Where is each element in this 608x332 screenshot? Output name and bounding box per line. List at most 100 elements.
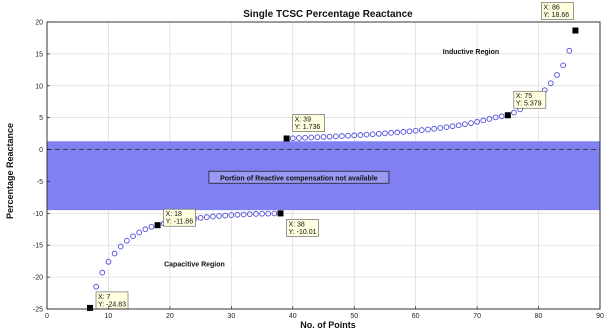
x-tick-label: 0	[45, 313, 49, 320]
x-tick-label: 40	[289, 313, 297, 320]
capacitive-point	[259, 210, 265, 217]
capacitive-point	[93, 283, 100, 290]
capacitive-point	[228, 212, 235, 218]
datatip-y-text: Y: 1.736	[295, 124, 321, 131]
inductive-point	[486, 116, 493, 122]
inductive-point	[296, 135, 302, 141]
datatip: X: 86Y: 18.66	[541, 2, 579, 34]
inductive-point	[388, 130, 394, 136]
datatip-x-text: X: 39	[295, 116, 311, 123]
inductive-point	[443, 124, 450, 131]
inductive-point	[357, 132, 364, 138]
y-tick-label: -15	[33, 243, 43, 250]
inductive-point	[560, 62, 566, 69]
inductive-point	[339, 133, 345, 139]
x-tick-label: 20	[166, 313, 174, 320]
datatip-marker	[504, 112, 511, 119]
capacitive-region-label: Capacitive Region	[164, 261, 225, 268]
capacitive-point	[240, 211, 247, 218]
x-tick-label: 50	[350, 313, 358, 320]
inductive-point	[289, 135, 296, 142]
datatip-box	[286, 219, 319, 237]
inductive-point	[511, 109, 517, 116]
datatip-x-text: X: 75	[516, 93, 532, 100]
datatip-box	[513, 90, 547, 109]
capacitive-point	[124, 237, 130, 244]
inductive-point	[425, 126, 431, 133]
datatip-y-text: Y: 5.379	[516, 101, 542, 108]
y-tick-label: -10	[33, 211, 43, 218]
inductive-point	[461, 121, 468, 128]
y-tick-label: -5	[37, 179, 43, 186]
inductive-point	[351, 132, 358, 139]
x-tick-label: 70	[473, 313, 481, 320]
inductive-point	[308, 134, 315, 141]
inductive-point	[375, 130, 382, 137]
capacitive-point	[203, 214, 210, 221]
y-tick-label: 5	[39, 115, 43, 122]
inductive-point	[394, 129, 401, 136]
x-tick-label: 90	[596, 313, 604, 320]
datatip-marker	[572, 27, 579, 34]
y-axis-label: Percentage Reactance	[5, 123, 15, 219]
y-tick-label: -25	[33, 307, 43, 314]
inductive-point	[363, 131, 370, 138]
capacitive-point	[222, 212, 229, 219]
capacitive-point	[197, 214, 204, 221]
x-axis-label: No. of Points	[300, 320, 356, 330]
y-tick-label: 15	[35, 51, 43, 58]
datatip-y-text: Y: 18.66	[543, 12, 569, 19]
inductive-point	[320, 134, 327, 140]
datatip-marker	[283, 135, 290, 142]
inductive-point	[369, 131, 376, 138]
datatip-x-text: X: 86	[543, 5, 559, 12]
datatip-box	[541, 2, 574, 20]
plot-frame	[46, 21, 601, 310]
inductive-point	[498, 113, 505, 120]
datatip-x-text: X: 7	[98, 294, 111, 301]
datatip-box	[292, 114, 325, 132]
capacitive-point	[130, 233, 136, 240]
band-label: Portion of Reactive compensation not ava…	[220, 175, 378, 182]
y-axis-ticks: -25 -20 -15 -10 -5 0 5 10 15 20	[33, 20, 50, 314]
band-label-box	[208, 170, 390, 184]
inductive-point	[382, 130, 388, 137]
inductive-point	[449, 123, 456, 130]
x-tick-label: 10	[105, 313, 113, 320]
capacitive-point	[136, 229, 143, 236]
x-tick-label: 80	[535, 313, 543, 320]
inductive-point	[418, 127, 425, 133]
inductive-point	[406, 128, 413, 135]
capacitive-point	[142, 226, 149, 233]
datatip-x-text: X: 38	[288, 221, 304, 228]
x-tick-label: 60	[412, 313, 420, 320]
inductive-point	[492, 114, 499, 121]
y-tick-label: 0	[39, 147, 43, 154]
x-axis-ticks: 0 10 20 30 40 50 60 70 80 90	[45, 306, 604, 320]
datatip: X: 18Y: -11.86	[154, 208, 196, 229]
inductive-point	[554, 72, 560, 78]
capacitive-point	[253, 211, 259, 217]
datatip-box	[163, 208, 196, 227]
inductive-point	[332, 133, 339, 140]
chart-title: Single TCSC Percentage Reactance	[243, 9, 413, 20]
capacitive-point	[210, 213, 216, 220]
inductive-point	[474, 118, 480, 125]
datatip-marker	[87, 304, 94, 311]
inductive-point	[302, 134, 308, 141]
capacitive-point	[265, 210, 272, 217]
y-tick-label: 10	[35, 83, 43, 90]
inductive-region-label: Inductive Region	[443, 49, 499, 56]
datatip-y-text: Y: -11.86	[166, 219, 194, 226]
capacitive-point	[111, 250, 118, 257]
capacitive-point	[117, 243, 124, 250]
data-tips: X: 7Y: -24.83 X: 18Y: -11.86 X: 38Y: -10.0…	[87, 2, 579, 311]
inductive-point	[412, 127, 419, 134]
inductive-point	[547, 80, 554, 87]
inductive-point	[566, 47, 573, 54]
datatip: X: 75Y: 5.379	[504, 90, 547, 119]
inductive-point	[468, 120, 474, 126]
capacitive-point	[148, 223, 155, 230]
capacitive-point	[271, 210, 278, 217]
